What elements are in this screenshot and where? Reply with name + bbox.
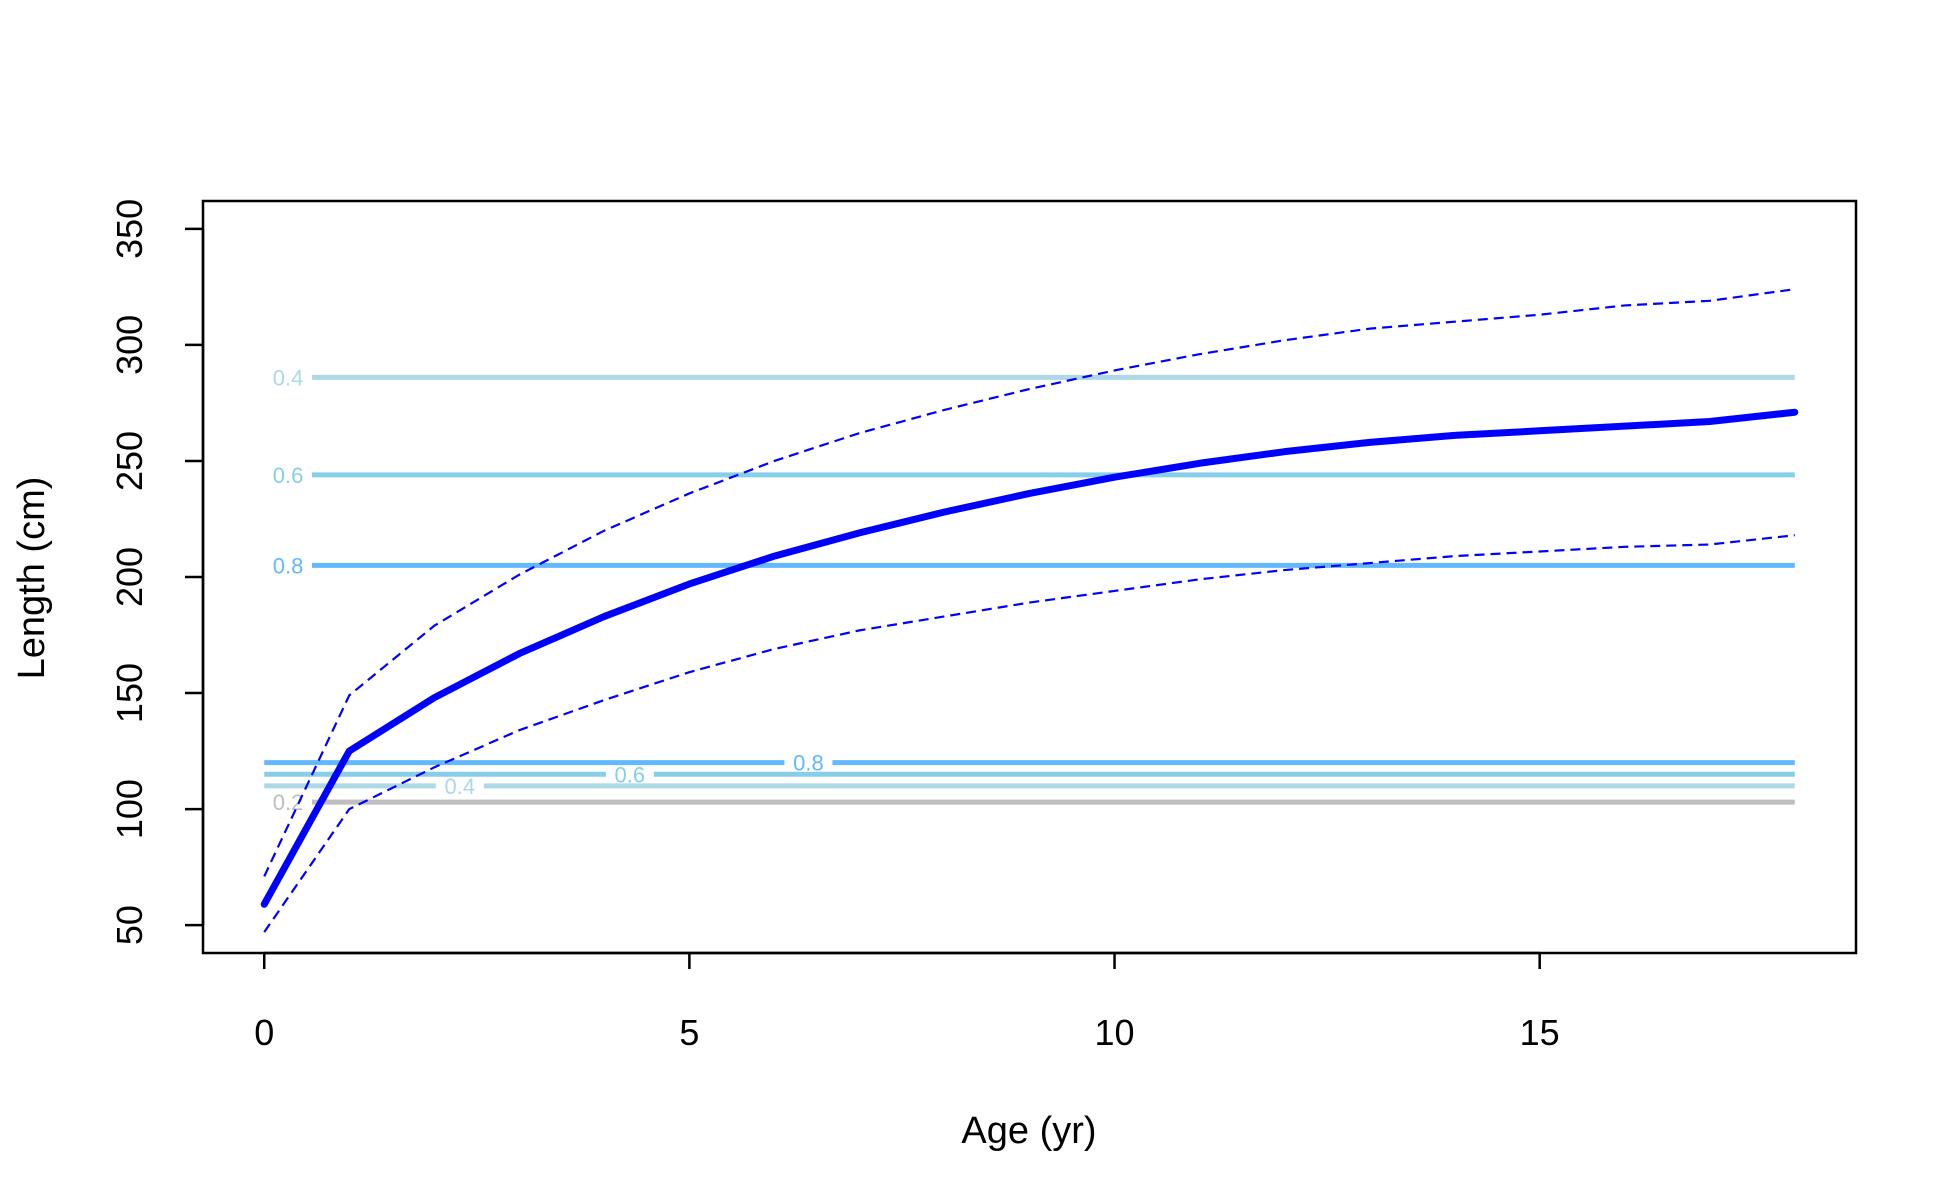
maturity-lines: 0.40.60.80.80.60.40.2: [264, 365, 1795, 815]
y-tick-label-1: 100: [109, 779, 150, 839]
maturity-line-label-2: 0.8: [273, 553, 304, 578]
x-tick-label-1: 5: [679, 1012, 699, 1053]
x-axis-title: Age (yr): [961, 1110, 1096, 1152]
series-lower-line: [263, 534, 1795, 933]
x-tick-label-3: 15: [1520, 1012, 1560, 1053]
maturity-line-label-3: 0.8: [793, 751, 824, 776]
maturity-line-label-5: 0.4: [444, 774, 475, 799]
y-tick-label-0: 50: [109, 905, 150, 945]
maturity-line-label-0: 0.4: [273, 365, 304, 390]
maturity-line-label-1: 0.6: [273, 463, 304, 488]
y-tick-label-3: 200: [109, 547, 150, 607]
series-upper-line: [263, 288, 1795, 877]
x-tick-label-2: 10: [1095, 1012, 1135, 1053]
growth-series: [260, 288, 1799, 933]
maturity-line-label-4: 0.6: [615, 762, 646, 787]
series-mean-line: [260, 408, 1799, 908]
x-tick-label-0: 0: [254, 1012, 274, 1053]
y-tick-label-4: 250: [109, 431, 150, 491]
y-axis-title: Length (cm): [11, 477, 53, 680]
axes: 0 5 10 15 50 100 150 200 250 300 350: [109, 199, 1560, 1053]
y-tick-label-2: 150: [109, 663, 150, 723]
y-tick-label-5: 300: [109, 315, 150, 375]
y-tick-label-6: 350: [109, 199, 150, 259]
